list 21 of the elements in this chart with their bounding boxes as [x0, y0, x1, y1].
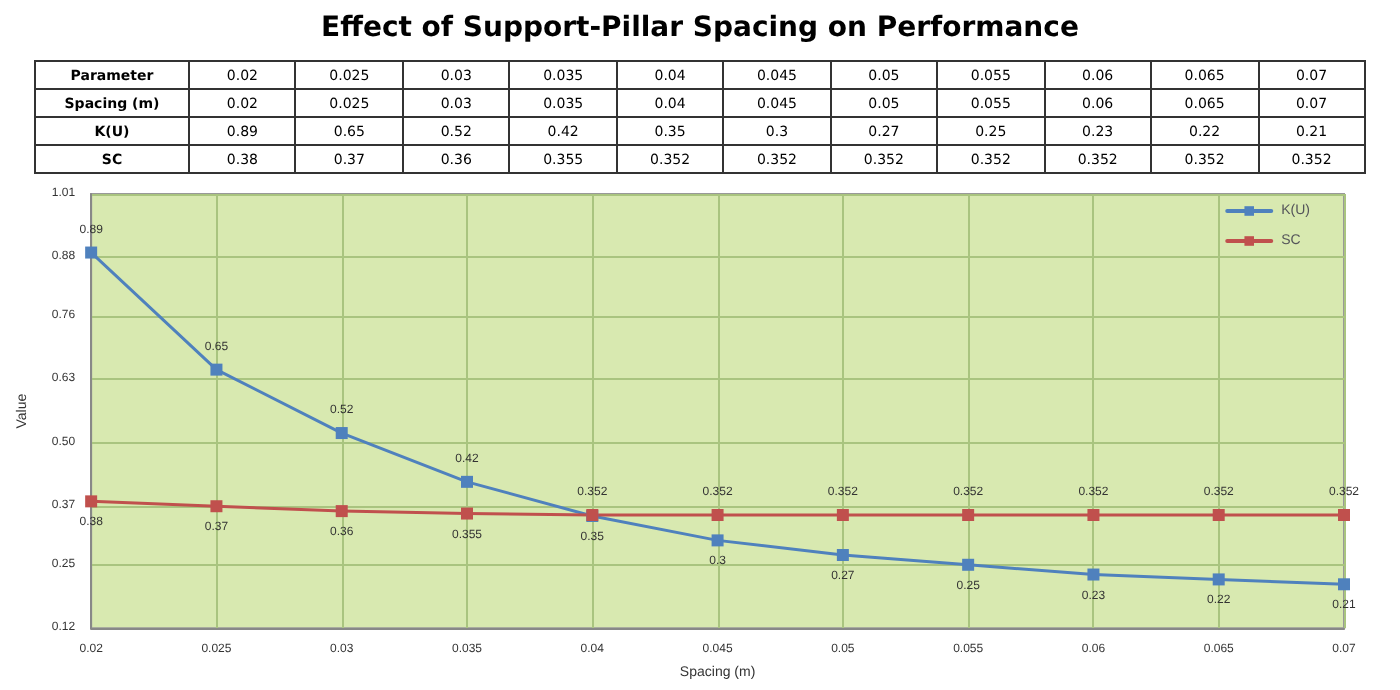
point	[836, 509, 849, 522]
point	[711, 509, 724, 522]
point	[210, 363, 223, 376]
point	[836, 549, 849, 562]
point	[1087, 509, 1100, 522]
point	[1087, 568, 1100, 581]
point	[85, 495, 98, 508]
point	[335, 427, 348, 440]
point	[335, 505, 348, 518]
point	[461, 475, 474, 488]
point	[962, 509, 975, 522]
chart-title: Effect of Support-Pillar Spacing on Performance	[319, 12, 1081, 44]
point	[711, 534, 724, 547]
point	[1212, 509, 1225, 522]
point	[1338, 578, 1350, 591]
point	[461, 507, 474, 520]
point	[1212, 573, 1225, 586]
point	[210, 500, 223, 513]
point	[1338, 509, 1350, 522]
point	[962, 558, 975, 571]
point	[85, 246, 98, 259]
